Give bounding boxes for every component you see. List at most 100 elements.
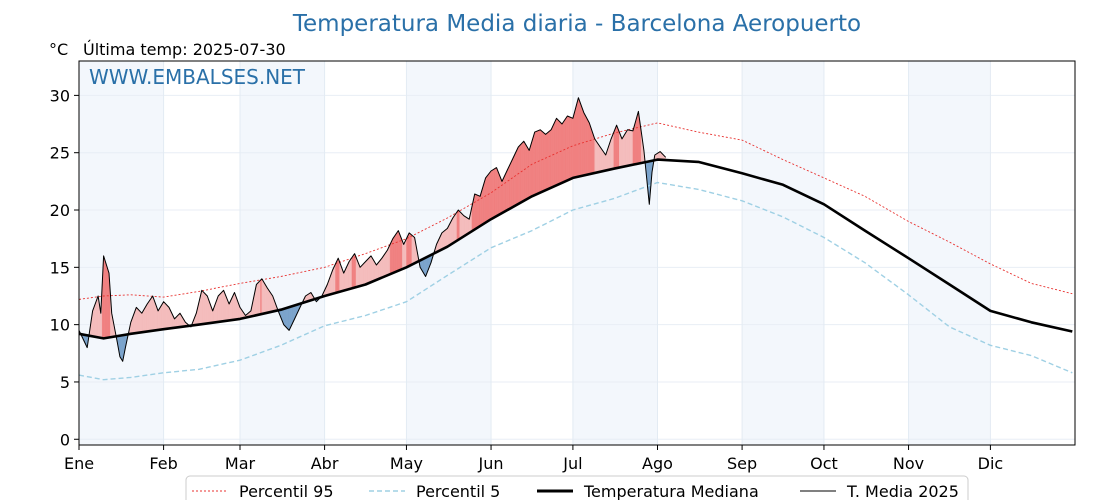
anomaly-fill-segment: [583, 112, 586, 176]
anomaly-fill-segment: [231, 295, 234, 321]
anomaly-fill-segment: [361, 264, 363, 286]
x-tick-label-ene: Ene: [64, 454, 94, 473]
y-tick-label-15: 15: [50, 258, 70, 277]
legend: Percentil 95 Percentil 5 Temperatura Med…: [185, 475, 969, 500]
chart-title: Temperatura Media diaria - Barcelona Aer…: [292, 11, 861, 37]
anomaly-fill-segment: [585, 114, 587, 176]
x-tick-label-oct: Oct: [810, 454, 838, 473]
anomaly-fill-segment: [369, 255, 372, 284]
anomaly-fill-segment: [223, 290, 226, 322]
legend-p95-label: Percentil 95: [239, 482, 334, 500]
anomaly-fill-segment: [368, 256, 370, 284]
anomaly-fill-segment: [373, 259, 376, 282]
anomaly-fill-segment: [623, 133, 625, 167]
anomaly-fill-segment: [500, 177, 503, 215]
anomaly-fill-segment: [456, 209, 459, 242]
anomaly-fill-segment: [166, 304, 168, 330]
anomaly-fill-segment: [515, 149, 518, 206]
anomaly-fill-segment: [634, 121, 636, 165]
legend-box: [185, 475, 969, 500]
anomaly-fill-segment: [503, 175, 505, 213]
anomaly-fill-segment: [580, 105, 583, 177]
anomaly-fill-segment: [571, 117, 574, 179]
anomaly-fill-segment: [411, 234, 414, 265]
anomaly-fill-segment: [542, 131, 545, 192]
anomaly-fill-segment: [384, 251, 387, 277]
x-axis: Ene Feb Mar Abr May Jun Jul Ago Sep Oct Nov Dic: [64, 445, 1003, 473]
anomaly-fill-segment: [161, 300, 164, 330]
anomaly-fill-segment: [178, 312, 181, 328]
anomaly-fill-segment: [269, 291, 272, 313]
x-tick-label-sep: Sep: [727, 454, 757, 473]
anomaly-fill-segment: [494, 167, 497, 218]
anomaly-fill-segment: [257, 281, 260, 316]
legend-2025-label: T. Media 2025: [846, 482, 959, 500]
anomaly-fill-segment: [572, 113, 575, 179]
anomaly-fill-segment: [449, 220, 452, 246]
anomaly-fill-segment: [519, 143, 522, 204]
x-tick-label-nov: Nov: [893, 454, 924, 473]
anomaly-fill-segment: [587, 120, 590, 175]
anomaly-fill-segment: [335, 260, 338, 294]
anomaly-fill-segment: [484, 177, 486, 224]
anomaly-fill-segment: [441, 231, 444, 250]
anomaly-fill-segment: [381, 255, 384, 278]
anomaly-fill-segment: [602, 150, 605, 172]
anomaly-fill-segment: [362, 262, 365, 286]
anomaly-fill-segment: [395, 232, 398, 273]
y-axis: 0 5 10 15 20 25 30: [50, 86, 79, 449]
anomaly-fill-segment: [268, 289, 271, 313]
anomaly-fill-segment: [93, 303, 96, 338]
anomaly-fill-segment: [400, 237, 403, 270]
x-tick-label-abr: Abr: [311, 454, 339, 473]
anomaly-fill-segment: [284, 307, 287, 328]
anomaly-fill-segment: [220, 291, 223, 322]
last-temp-label: Última temp: 2025-07-30: [83, 40, 286, 59]
anomaly-fill-segment: [523, 140, 526, 202]
anomaly-fill-segment: [575, 102, 578, 178]
anomaly-fill-segment: [452, 215, 455, 244]
anomaly-fill-segment: [522, 140, 524, 202]
anomaly-fill-segment: [619, 132, 621, 168]
anomaly-fill-segment: [464, 216, 467, 236]
anomaly-fill-segment: [136, 306, 138, 334]
anomaly-fill-segment: [157, 307, 160, 331]
plot-frame: [78, 60, 1076, 446]
anomaly-fill-segment: [488, 172, 490, 222]
anomaly-fill-segment: [146, 301, 149, 332]
anomaly-fill-segment: [151, 295, 153, 332]
anomaly-fill-segment: [590, 126, 593, 175]
anomaly-fill-segment: [598, 144, 601, 173]
anomaly-fill-segment: [529, 145, 531, 199]
y-tick-label-20: 20: [50, 201, 70, 220]
anomaly-fill-segment: [346, 264, 348, 291]
anomaly-fill-segment: [600, 146, 602, 173]
anomaly-fill-segment: [404, 238, 407, 269]
anomaly-fill-segment: [365, 259, 368, 285]
anomaly-fill-segment: [467, 217, 470, 235]
series-line-percentil-95: [78, 122, 1073, 300]
anomaly-fill-segment: [514, 152, 516, 207]
anomaly-fill-segment: [632, 126, 635, 165]
anomaly-fill-segment: [630, 130, 632, 166]
anomaly-fill-segment: [496, 167, 499, 217]
x-tick-label-jul: Jul: [562, 454, 582, 473]
anomaly-fill-segment: [636, 111, 639, 165]
anomaly-fill-segment: [376, 262, 378, 281]
anomaly-fill-segment: [106, 264, 108, 339]
month-band-may: [406, 61, 492, 445]
anomaly-fill-segment: [509, 161, 512, 209]
anomaly-fill-segment: [388, 244, 391, 276]
anomaly-fill-segment: [541, 130, 544, 193]
anomaly-fill-segment: [576, 97, 579, 178]
anomaly-fill-segment: [462, 213, 464, 238]
anomaly-fill-segment: [392, 236, 395, 274]
anomaly-fill-segment: [104, 260, 107, 339]
anomaly-fill-segment: [628, 129, 631, 166]
anomaly-fill-segment: [552, 123, 554, 188]
anomaly-fill-segment: [460, 212, 463, 239]
anomaly-fill-segment: [338, 258, 340, 293]
y-unit-label: °C: [49, 40, 68, 59]
y-tick-label-25: 25: [50, 144, 70, 163]
anomaly-fill-segment: [548, 130, 550, 190]
